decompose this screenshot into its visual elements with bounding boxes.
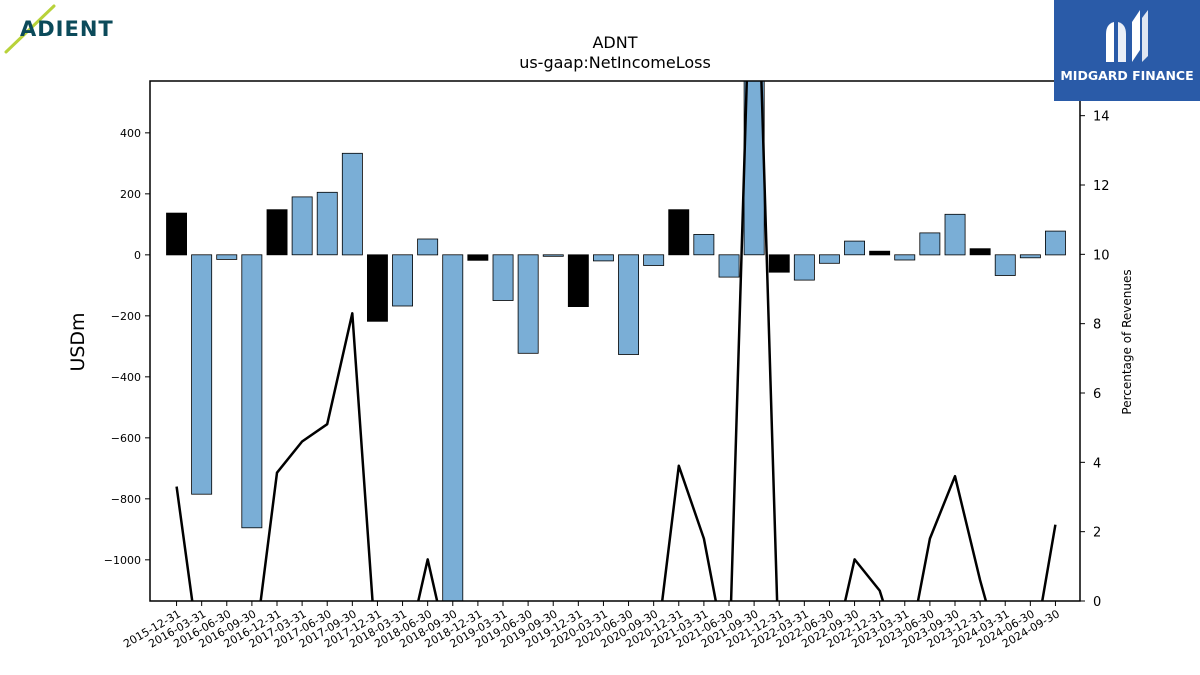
bar-2016-12-31 [266,209,288,256]
bar-2020-12-31 [668,209,690,256]
bar-2023-09-30 [944,213,966,256]
bar-2022-12-31 [869,250,891,256]
y-tick-label: −600 [111,432,141,445]
bar-2017-12-31 [366,254,388,322]
y2-tick-label: 2 [1093,526,1101,541]
y-tick-label: −800 [111,493,141,506]
bar-2018-12-31 [467,254,489,261]
y2-axis-label: Percentage of Revenues [1120,269,1134,414]
midgard-emblem-icon [1106,10,1148,62]
revenue-pct-line [175,81,1057,601]
bar-2024-09-30 [1045,230,1066,256]
bar-2022-09-30 [844,240,866,256]
bar-2016-09-30 [241,254,263,529]
y-tick-label: 0 [134,249,141,262]
bar-2019-06-30 [517,254,539,354]
y2-tick-label: 6 [1093,387,1101,402]
bar-2018-03-31 [392,254,414,307]
bar-2021-12-31 [768,254,790,273]
y-tick-label: −400 [111,371,141,384]
bar-2022-06-30 [819,254,840,264]
bar-2023-03-31 [894,254,916,261]
y-tick-label: −1000 [104,554,141,567]
bar-2015-12-31 [166,212,188,256]
y-tick-label: 400 [120,127,141,140]
midgard-finance-text: MIDGARD FINANCE [1060,68,1194,83]
chart-subtitle: us-gaap:NetIncomeLoss [519,53,711,72]
bar-2023-12-31 [969,248,991,256]
adient-swoosh-icon [4,4,56,54]
bar-2017-06-30 [316,191,338,256]
bar-series [166,81,1066,601]
y2-tick-label: 8 [1093,318,1101,333]
bar-2020-06-30 [618,254,640,355]
bar-2020-03-31 [593,254,614,262]
axes: −1000−800−600−400−2000200400024681012142… [104,80,1110,651]
bar-2022-03-31 [793,254,815,281]
bar-2024-03-31 [994,254,1016,276]
y2-tick-label: 4 [1093,456,1101,471]
bar-2017-09-30 [341,152,363,256]
y-tick-label: 200 [120,188,141,201]
bar-2016-06-30 [216,254,238,260]
bar-2024-06-30 [1019,254,1041,259]
y-axis-label: USDm [67,312,89,371]
midgard-finance-logo: MIDGARD FINANCE [1054,0,1200,101]
bar-2021-03-31 [693,233,715,256]
bar-2019-09-30 [542,254,564,257]
bar-2021-06-30 [718,254,740,278]
bar-2018-09-30 [442,254,464,601]
chart-title: ADNT [592,33,637,52]
bar-2016-03-31 [191,254,213,495]
bar-2019-03-31 [492,254,514,301]
bar-2023-06-30 [919,232,941,256]
y2-tick-label: 10 [1093,248,1110,263]
plot-frame [149,80,1081,602]
line-series [175,81,1057,601]
y2-tick-label: 0 [1093,595,1101,610]
y2-tick-label: 14 [1093,110,1110,125]
bar-2017-03-31 [291,196,313,256]
y2-tick-label: 12 [1093,179,1110,194]
bar-2020-09-30 [643,254,665,266]
bar-2018-06-30 [417,238,439,256]
y-tick-label: −200 [111,310,141,323]
adient-logo-text: ADIENT [20,17,114,41]
bar-2019-12-31 [567,254,589,308]
adient-logo: ADIENT [0,0,140,60]
